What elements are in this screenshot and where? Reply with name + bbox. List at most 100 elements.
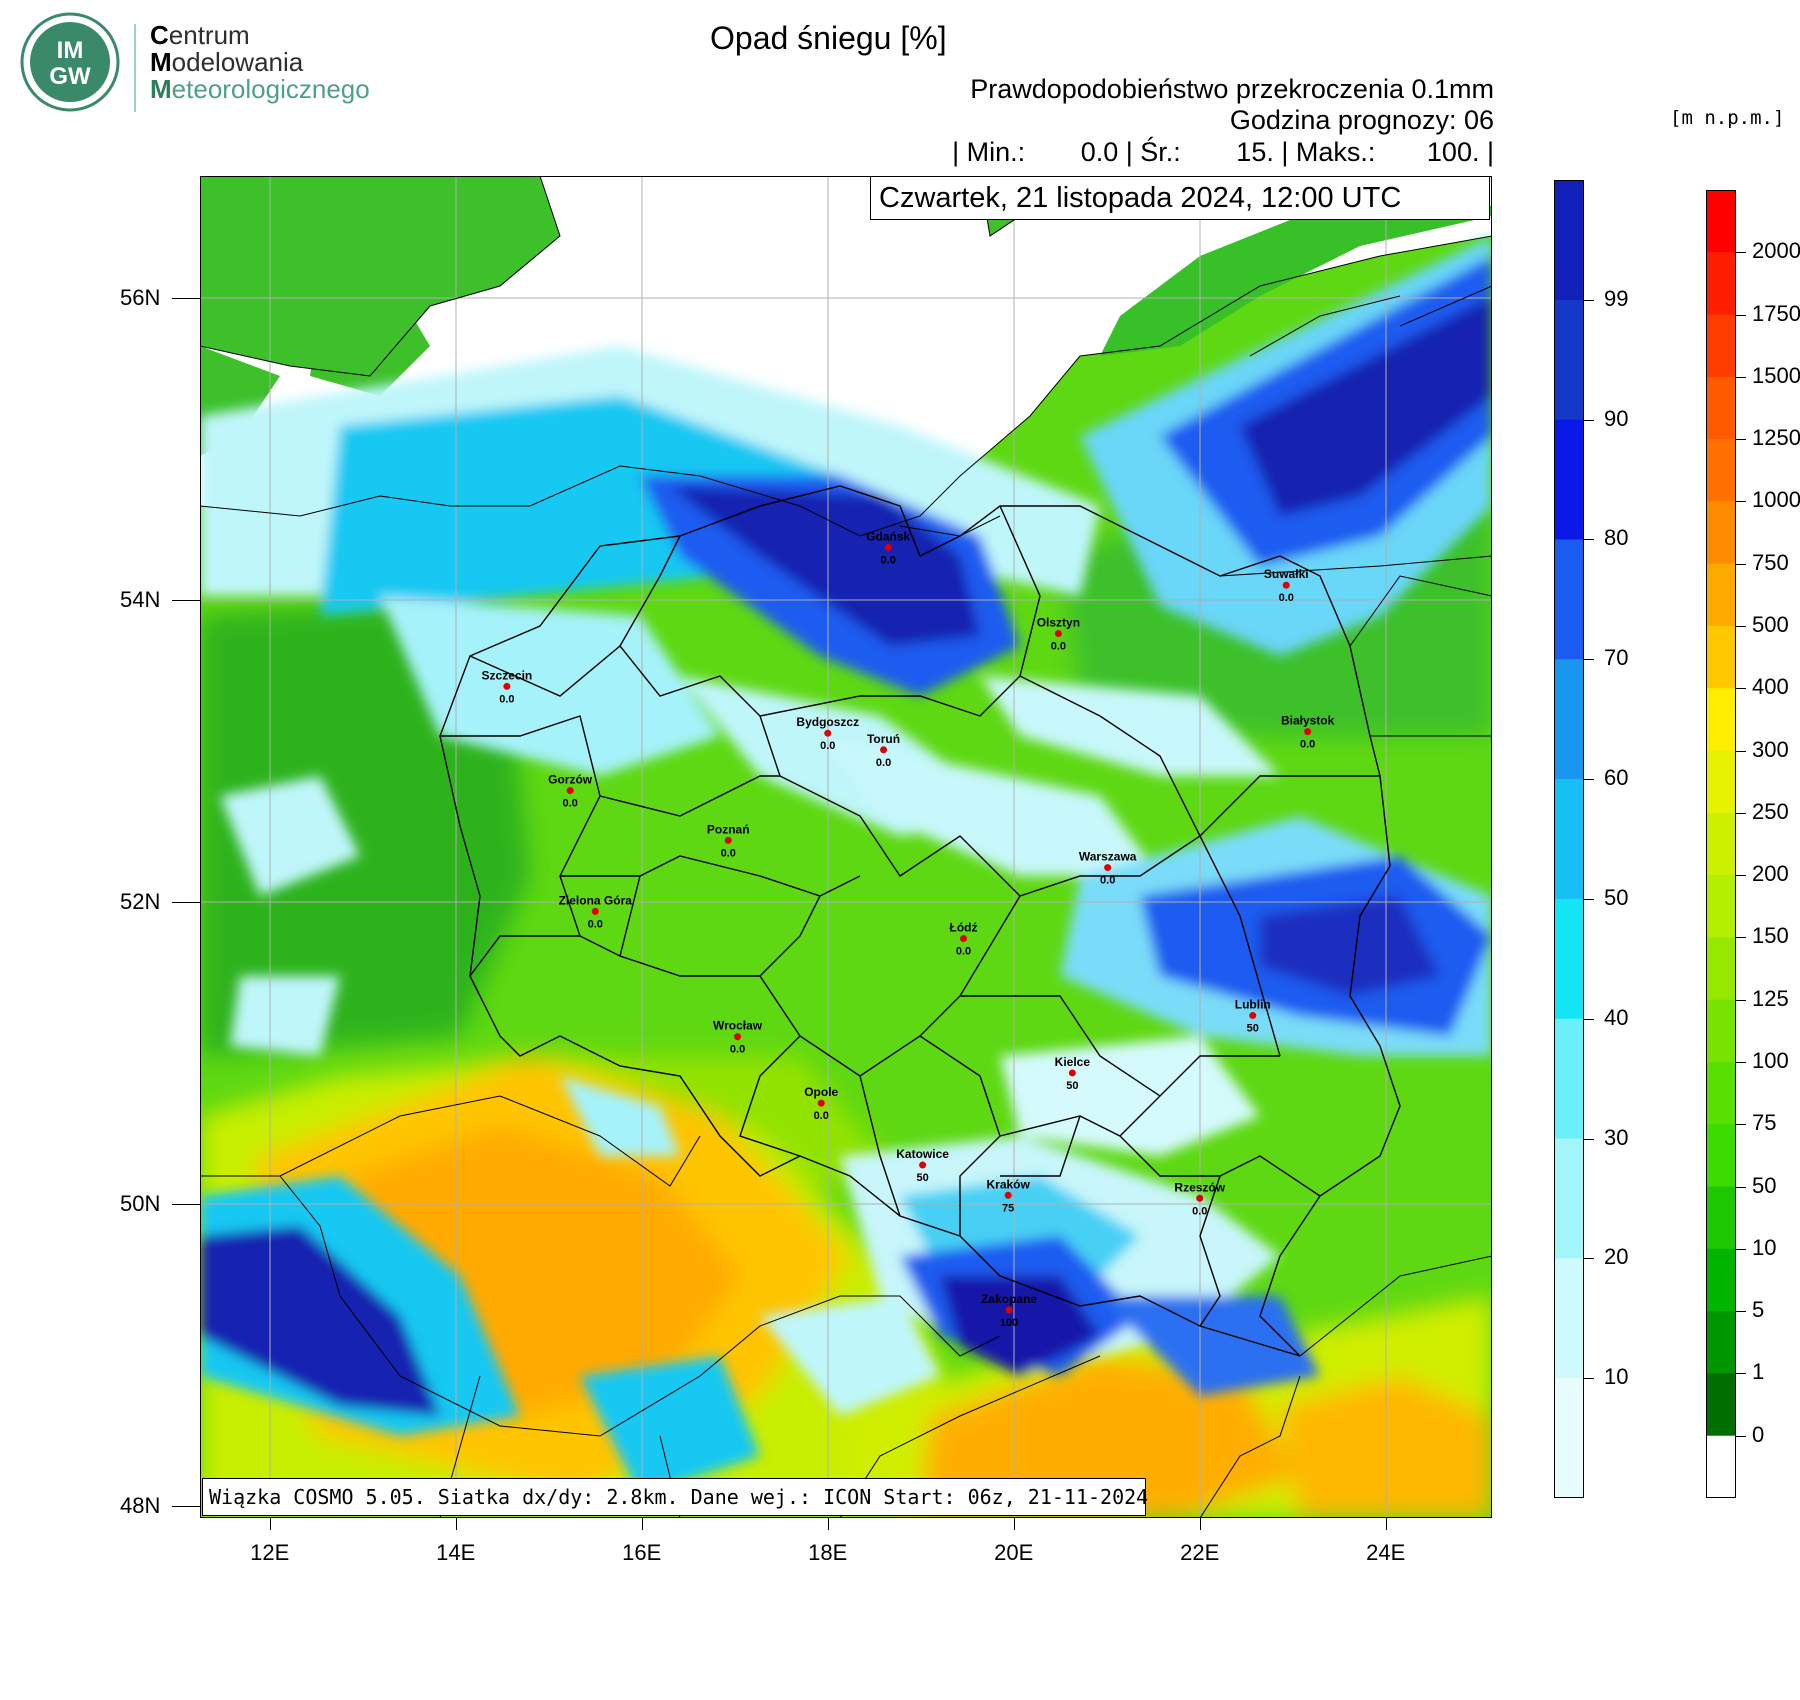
height-colorbar-segment [1706, 190, 1736, 253]
snow-colorbar-label: 20 [1604, 1244, 1629, 1270]
city-value: 0.0 [881, 554, 896, 566]
lat-tick-label: 52N [120, 889, 161, 915]
city-markers: Gdańsk 0.0 Suwałki 0.0 Olsztyn 0.0 Szczecin 0.0… [482, 529, 1335, 1329]
city-dot [919, 1161, 927, 1169]
forecast-date: Czwartek, 21 listopada 2024, 12:00 UTC [870, 176, 1490, 220]
lon-tick-mark [269, 1518, 271, 1530]
lon-tick-label: 18E [808, 1540, 848, 1565]
city-name: Lublin [1235, 998, 1271, 1012]
lon-tick-mark [1199, 1518, 1201, 1530]
snow-colorbar-segment [1554, 419, 1584, 540]
lat-tick-mark [172, 1204, 200, 1206]
city-dot [884, 543, 892, 551]
city-dot [960, 935, 968, 943]
lon-tick-mark [1385, 1518, 1387, 1530]
height-colorbar-tick [1736, 252, 1746, 254]
snow-colorbar-segment [1554, 779, 1584, 900]
city-dot [1104, 864, 1112, 872]
height-colorbar-segment [1706, 501, 1736, 565]
city-name: Opole [804, 1085, 838, 1099]
lat-tick-label: 50N [120, 1191, 161, 1217]
height-colorbar-tick [1736, 999, 1746, 1001]
snow-colorbar-label: 80 [1604, 525, 1629, 551]
height-colorbar-label: 250 [1752, 798, 1789, 824]
lat-tick-mark [172, 902, 200, 904]
avg-value: 15. [1236, 137, 1274, 167]
snow-colorbar-tick [1584, 779, 1594, 781]
height-colorbar-segment [1706, 688, 1736, 752]
lon-tick-mark [455, 1518, 457, 1530]
logo-wordmark: Centrum Modelowania Meteorologicznego [150, 20, 370, 104]
height-colorbar-tick [1736, 1373, 1746, 1375]
height-colorbar-tick [1736, 1248, 1746, 1250]
height-colorbar-label: 50 [1752, 1172, 1777, 1198]
snow-colorbar-tick [1584, 1378, 1594, 1380]
city-name: Suwałki [1264, 567, 1309, 581]
city-name: Gorzów [548, 773, 593, 787]
city-value: 0.0 [562, 798, 577, 810]
height-unit-label: [m n.p.m.] [1670, 107, 1785, 129]
city-name: Gdańsk [866, 529, 910, 543]
city-dot [503, 682, 511, 690]
snow-colorbar-tick [1584, 299, 1594, 301]
city-name: Kraków [986, 1177, 1030, 1191]
height-colorbar-label: 100 [1752, 1048, 1789, 1073]
height-colorbar [1706, 190, 1736, 1498]
badge-text-bottom: GW [49, 63, 91, 90]
min-label: | Min.: [952, 137, 1026, 167]
logo-divider [134, 24, 136, 112]
city-value: 0.0 [588, 918, 603, 930]
city-value: 0.0 [814, 1110, 829, 1122]
city-name: Szczecin [482, 668, 533, 682]
height-colorbar-segment [1706, 439, 1736, 502]
snow-colorbar-segment [1554, 898, 1584, 1020]
city-name: Katowice [896, 1147, 949, 1161]
height-colorbar-label: 125 [1752, 985, 1789, 1011]
stats-line: | Min.: 0.0 | Śr.: 15. | Maks.: 100. | [952, 137, 1494, 168]
city-dot [566, 787, 574, 795]
height-colorbar-tick [1736, 1062, 1746, 1063]
height-colorbar-tick [1736, 688, 1746, 690]
imgw-badge: IM GW [20, 12, 120, 112]
city-dot [1054, 630, 1062, 638]
city-name: Olsztyn [1037, 616, 1080, 630]
lat-tick-mark [172, 1506, 200, 1508]
city-dot [880, 746, 888, 754]
land-baltic-east [1100, 206, 1492, 356]
snow-colorbar-segment [1554, 299, 1584, 421]
lat-tick-mark [172, 298, 200, 300]
city-value: 0.0 [730, 1044, 745, 1056]
forecast-hour: Godzina prognozy: 06 [1229, 105, 1494, 135]
snow-colorbar-tick [1584, 419, 1594, 421]
city-name: Toruń [867, 732, 900, 746]
height-colorbar-segment [1706, 314, 1736, 378]
height-colorbar-label: 750 [1752, 549, 1789, 575]
city-value: 0.0 [499, 693, 514, 705]
height-colorbar-segment [1706, 626, 1736, 689]
forecast-map: Gdańsk 0.0 Suwałki 0.0 Olsztyn 0.0 Szczecin 0.0… [200, 176, 1492, 1518]
height-colorbar-segment [1706, 812, 1736, 876]
lon-tick-mark [827, 1518, 829, 1530]
height-colorbar-frame [1706, 190, 1736, 1498]
height-colorbar-label: 10 [1752, 1234, 1777, 1260]
city-dot [1004, 1191, 1012, 1199]
height-colorbar-tick [1736, 1186, 1746, 1188]
height-colorbar-label: 200 [1752, 861, 1789, 887]
city-value: 50 [1066, 1080, 1078, 1092]
city-value: 0.0 [1100, 875, 1115, 887]
city-name: Zakopane [981, 1292, 1037, 1306]
lon-tick-label: 22E [1180, 1540, 1220, 1565]
city-value: 0.0 [876, 757, 891, 769]
city-dot [817, 1099, 825, 1107]
height-colorbar-segment [1706, 1124, 1736, 1188]
height-colorbar-label: 75 [1752, 1110, 1777, 1136]
max-label: | Maks.: [1281, 137, 1376, 167]
poland-borders [439, 485, 1401, 1357]
height-colorbar-segment [1706, 999, 1736, 1063]
height-colorbar-segment [1706, 875, 1736, 938]
snow-colorbar-tick [1584, 1258, 1594, 1260]
city-dot [734, 1033, 742, 1041]
snow-colorbar-segment [1554, 1258, 1584, 1379]
snow-colorbar-tick [1584, 898, 1594, 900]
snow-colorbar-frame [1554, 180, 1584, 1498]
